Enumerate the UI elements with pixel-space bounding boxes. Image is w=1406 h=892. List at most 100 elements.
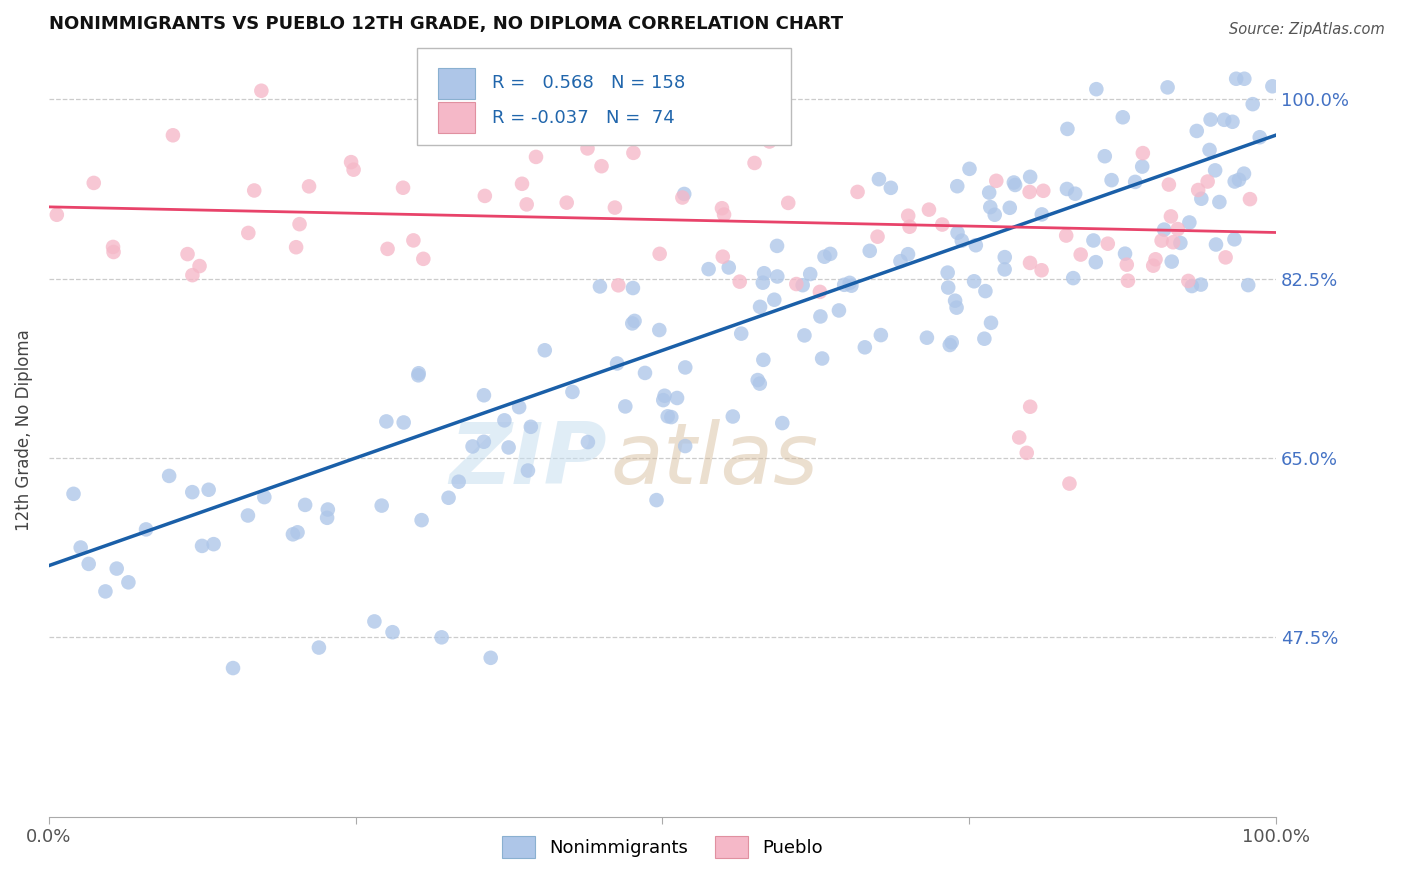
Text: atlas: atlas bbox=[612, 419, 818, 502]
Point bbox=[652, 393, 675, 408]
Point bbox=[516, 463, 538, 477]
Point bbox=[645, 493, 668, 508]
Point bbox=[1205, 237, 1227, 252]
Point bbox=[1167, 222, 1189, 236]
Point bbox=[818, 247, 841, 261]
Point bbox=[766, 269, 789, 284]
FancyBboxPatch shape bbox=[437, 68, 475, 99]
Point bbox=[898, 219, 921, 234]
Point bbox=[1062, 271, 1084, 285]
Point bbox=[1132, 146, 1154, 161]
Point bbox=[1197, 175, 1219, 189]
Point bbox=[634, 366, 657, 380]
Point bbox=[1227, 173, 1250, 187]
Point bbox=[181, 485, 204, 500]
Point bbox=[943, 293, 966, 308]
Point bbox=[810, 310, 832, 324]
Point bbox=[236, 508, 259, 523]
Point bbox=[103, 245, 125, 260]
Point bbox=[868, 172, 890, 186]
Point bbox=[983, 208, 1005, 222]
Point bbox=[1019, 169, 1042, 184]
Point bbox=[285, 240, 308, 254]
Point bbox=[1002, 176, 1025, 190]
Text: R =   0.568   N = 158: R = 0.568 N = 158 bbox=[492, 74, 685, 92]
Point bbox=[747, 373, 769, 387]
Point bbox=[979, 200, 1001, 214]
Point bbox=[516, 197, 538, 211]
Point bbox=[1177, 274, 1199, 288]
Point bbox=[880, 181, 903, 195]
Point bbox=[561, 384, 583, 399]
Point bbox=[710, 201, 733, 215]
Point bbox=[980, 316, 1002, 330]
Point bbox=[524, 150, 547, 164]
Point bbox=[1213, 112, 1236, 127]
Point bbox=[614, 400, 637, 414]
Point bbox=[117, 575, 139, 590]
Point bbox=[1225, 71, 1247, 86]
Point bbox=[965, 238, 987, 252]
Point bbox=[621, 281, 644, 295]
Point bbox=[1032, 184, 1054, 198]
Point bbox=[1123, 175, 1146, 189]
Point bbox=[713, 208, 735, 222]
Point bbox=[1157, 178, 1180, 192]
Point bbox=[973, 332, 995, 346]
Point bbox=[105, 561, 128, 575]
Point bbox=[936, 280, 959, 294]
Point bbox=[157, 469, 180, 483]
Point bbox=[101, 240, 124, 254]
Text: Source: ZipAtlas.com: Source: ZipAtlas.com bbox=[1229, 22, 1385, 37]
Point bbox=[752, 276, 775, 290]
Point bbox=[931, 218, 953, 232]
Point bbox=[697, 262, 720, 277]
Point bbox=[838, 276, 860, 290]
Point bbox=[83, 176, 105, 190]
Point bbox=[1097, 236, 1119, 251]
Point bbox=[752, 266, 775, 280]
Point bbox=[945, 301, 967, 315]
Point bbox=[408, 368, 430, 383]
Point bbox=[998, 201, 1021, 215]
Point bbox=[1130, 160, 1153, 174]
Point bbox=[939, 338, 962, 352]
Point bbox=[1198, 143, 1220, 157]
Point bbox=[603, 201, 626, 215]
Point bbox=[188, 259, 211, 273]
Point bbox=[1083, 234, 1105, 248]
Point bbox=[853, 340, 876, 354]
FancyBboxPatch shape bbox=[418, 48, 792, 145]
Point bbox=[412, 252, 434, 266]
Point bbox=[430, 630, 453, 644]
Point bbox=[730, 326, 752, 341]
Point bbox=[963, 274, 986, 288]
Point bbox=[974, 284, 997, 298]
Point bbox=[994, 262, 1017, 277]
Point bbox=[1150, 234, 1173, 248]
Point bbox=[986, 174, 1008, 188]
Point bbox=[666, 391, 689, 405]
Point bbox=[1031, 263, 1053, 277]
Point bbox=[748, 376, 770, 391]
Point bbox=[1223, 174, 1246, 188]
Point bbox=[1144, 252, 1167, 267]
Point bbox=[889, 254, 911, 268]
Point bbox=[657, 409, 679, 424]
Point bbox=[785, 277, 807, 291]
Point bbox=[62, 487, 84, 501]
Point bbox=[447, 475, 470, 489]
Point bbox=[1114, 246, 1136, 260]
Point bbox=[1233, 167, 1256, 181]
Point bbox=[897, 247, 920, 261]
Point bbox=[946, 226, 969, 240]
Point bbox=[808, 285, 831, 299]
Point bbox=[1084, 255, 1107, 269]
Point bbox=[135, 523, 157, 537]
Text: R = -0.037   N =  74: R = -0.037 N = 74 bbox=[492, 109, 675, 127]
Point bbox=[281, 527, 304, 541]
Point bbox=[474, 189, 496, 203]
Point bbox=[946, 179, 969, 194]
Point bbox=[437, 491, 460, 505]
Point bbox=[1094, 149, 1116, 163]
